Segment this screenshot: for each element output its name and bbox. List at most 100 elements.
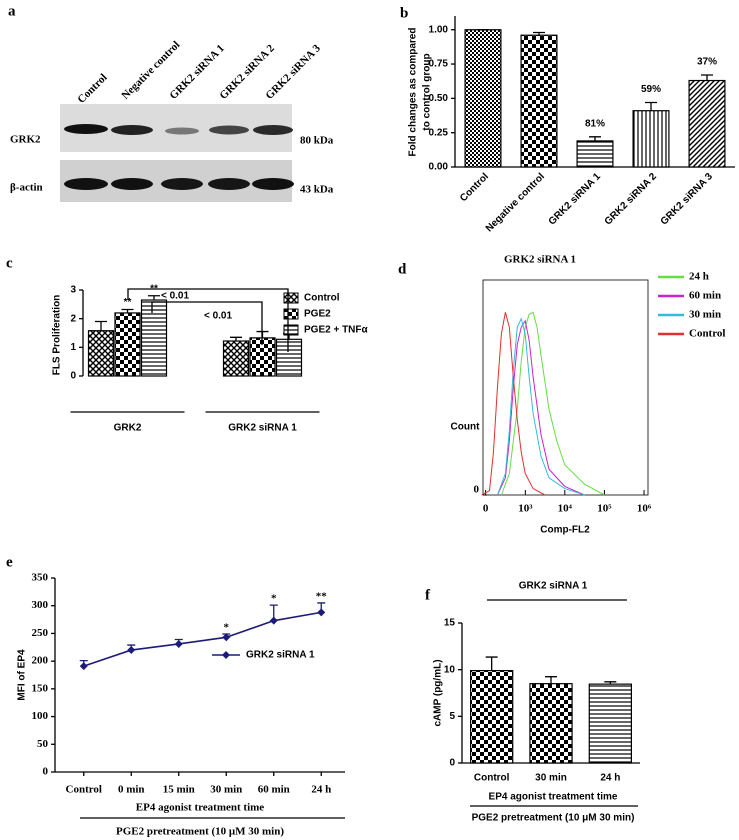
marker <box>127 646 136 655</box>
blot-band <box>64 178 108 190</box>
x-tick-label: 24 h <box>311 784 331 796</box>
y-tick-label: 3 <box>70 285 76 296</box>
error-bar <box>589 136 601 141</box>
annotation: * <box>271 593 277 605</box>
legend-label: 30 min <box>689 309 721 321</box>
legend-swatch <box>283 292 299 304</box>
error-bar <box>604 681 617 685</box>
x-tick-label: 15 min <box>163 784 195 796</box>
histogram-line <box>500 311 605 496</box>
y-tick-label: 0.50 <box>429 93 449 104</box>
x-tick-label: 10⁵ <box>597 503 612 515</box>
error-bar <box>533 31 545 36</box>
x-tick-label: Control <box>458 171 491 204</box>
histogram-line <box>496 319 585 496</box>
annotation: ** <box>316 590 328 602</box>
y-tick-label: 2 <box>70 313 76 324</box>
y-tick-label: 0.75 <box>429 59 449 70</box>
x-tick-label: GRK2 <box>114 423 142 434</box>
x-tick-label: 0 min <box>118 784 145 796</box>
bar <box>588 683 632 764</box>
x-tick-label: 30 min <box>535 773 567 784</box>
pretreatment-label: PGE2 pretreatment (10 μM 30 min) <box>116 826 284 838</box>
panel-label: a <box>8 3 16 19</box>
bar <box>140 299 168 377</box>
series-line <box>83 611 322 667</box>
marker <box>79 662 88 671</box>
x-tick-label: 0 <box>483 503 489 515</box>
error-bar <box>95 320 107 331</box>
y-tick-label: 250 <box>32 627 49 639</box>
comparison-label: < 0.01 <box>161 291 190 302</box>
bar <box>632 110 670 168</box>
panel-label: f <box>425 587 431 603</box>
x-tick-label: GRK2 siRNA 2 <box>603 171 660 228</box>
error-bar <box>645 101 657 111</box>
y-tick-label: 10 <box>444 664 456 675</box>
marker <box>174 639 183 648</box>
panel-label: e <box>6 554 13 570</box>
legend-label: 60 min <box>689 290 721 302</box>
y-tick-label: 350 <box>32 572 49 584</box>
legend-marker <box>222 651 230 659</box>
y-tick-label: 200 <box>32 655 49 667</box>
annotation: 37% <box>697 57 717 68</box>
x-tick-label: 10⁴ <box>558 503 573 515</box>
bar <box>470 669 514 764</box>
blot-band <box>111 178 153 190</box>
blot-panel: a Control Negative control GRK2 siRNA 1 … <box>8 3 334 202</box>
y-tick-label: 0 <box>43 766 49 778</box>
blot-band <box>111 125 153 135</box>
y-tick-label: 0 <box>449 758 455 769</box>
comparison-bracket <box>151 301 263 345</box>
bar <box>222 340 250 377</box>
histogram-line <box>481 312 546 496</box>
bar <box>529 683 573 764</box>
x-tick-label: 60 min <box>258 784 290 796</box>
y-tick-label: 0.25 <box>429 127 449 138</box>
x-tick-label: Negative control <box>484 171 547 234</box>
y-axis-title: Fold changes as compared <box>408 28 419 157</box>
y-tick-label: 100 <box>32 710 49 722</box>
x-tick-label: 30 min <box>210 784 242 796</box>
error-bar <box>545 676 557 684</box>
size-label: 80 kDa <box>300 135 334 147</box>
marker <box>269 616 278 625</box>
bar <box>87 330 115 377</box>
y-tick-label: 15 <box>444 618 456 629</box>
error-bar <box>701 74 713 81</box>
lane-label: Control <box>75 72 109 106</box>
y-tick-label: 1.00 <box>429 24 449 35</box>
x-axis-title: EP4 agonist treatment time <box>489 792 618 803</box>
error-bar <box>121 308 134 313</box>
x-tick-label: 10³ <box>518 503 533 515</box>
x-tick-label: GRK2 siRNA 1 <box>547 171 604 228</box>
row-label: GRK2 <box>10 134 41 146</box>
annotation: * <box>224 622 230 634</box>
error-bar <box>148 295 160 301</box>
blot-band <box>161 178 203 190</box>
blot-band <box>64 124 108 134</box>
error-bar <box>230 336 242 342</box>
blot-band <box>209 125 249 135</box>
bar <box>275 338 303 377</box>
x-tick-label: Control <box>66 784 102 796</box>
y-tick-label: 5 <box>449 711 455 722</box>
panel-label: d <box>398 261 407 277</box>
legend-label: Control <box>689 328 725 340</box>
annotation: 81% <box>585 118 605 129</box>
legend-label: 24 h <box>689 271 709 283</box>
comparison-bracket <box>127 288 289 352</box>
legend-swatch <box>283 324 299 336</box>
plot-frame <box>482 279 649 496</box>
y-axis-title: MFI of EP4 <box>17 649 28 701</box>
x-tick-label: Control <box>474 773 510 784</box>
legend-swatch <box>283 308 299 320</box>
annotation: ** <box>124 297 132 308</box>
marker <box>222 633 231 642</box>
x-tick-label: 10⁶ <box>637 503 652 515</box>
marker <box>317 608 326 617</box>
y-tick-label: 0 <box>70 371 76 382</box>
bar <box>576 140 614 168</box>
y-axis-title: Count <box>451 422 481 433</box>
